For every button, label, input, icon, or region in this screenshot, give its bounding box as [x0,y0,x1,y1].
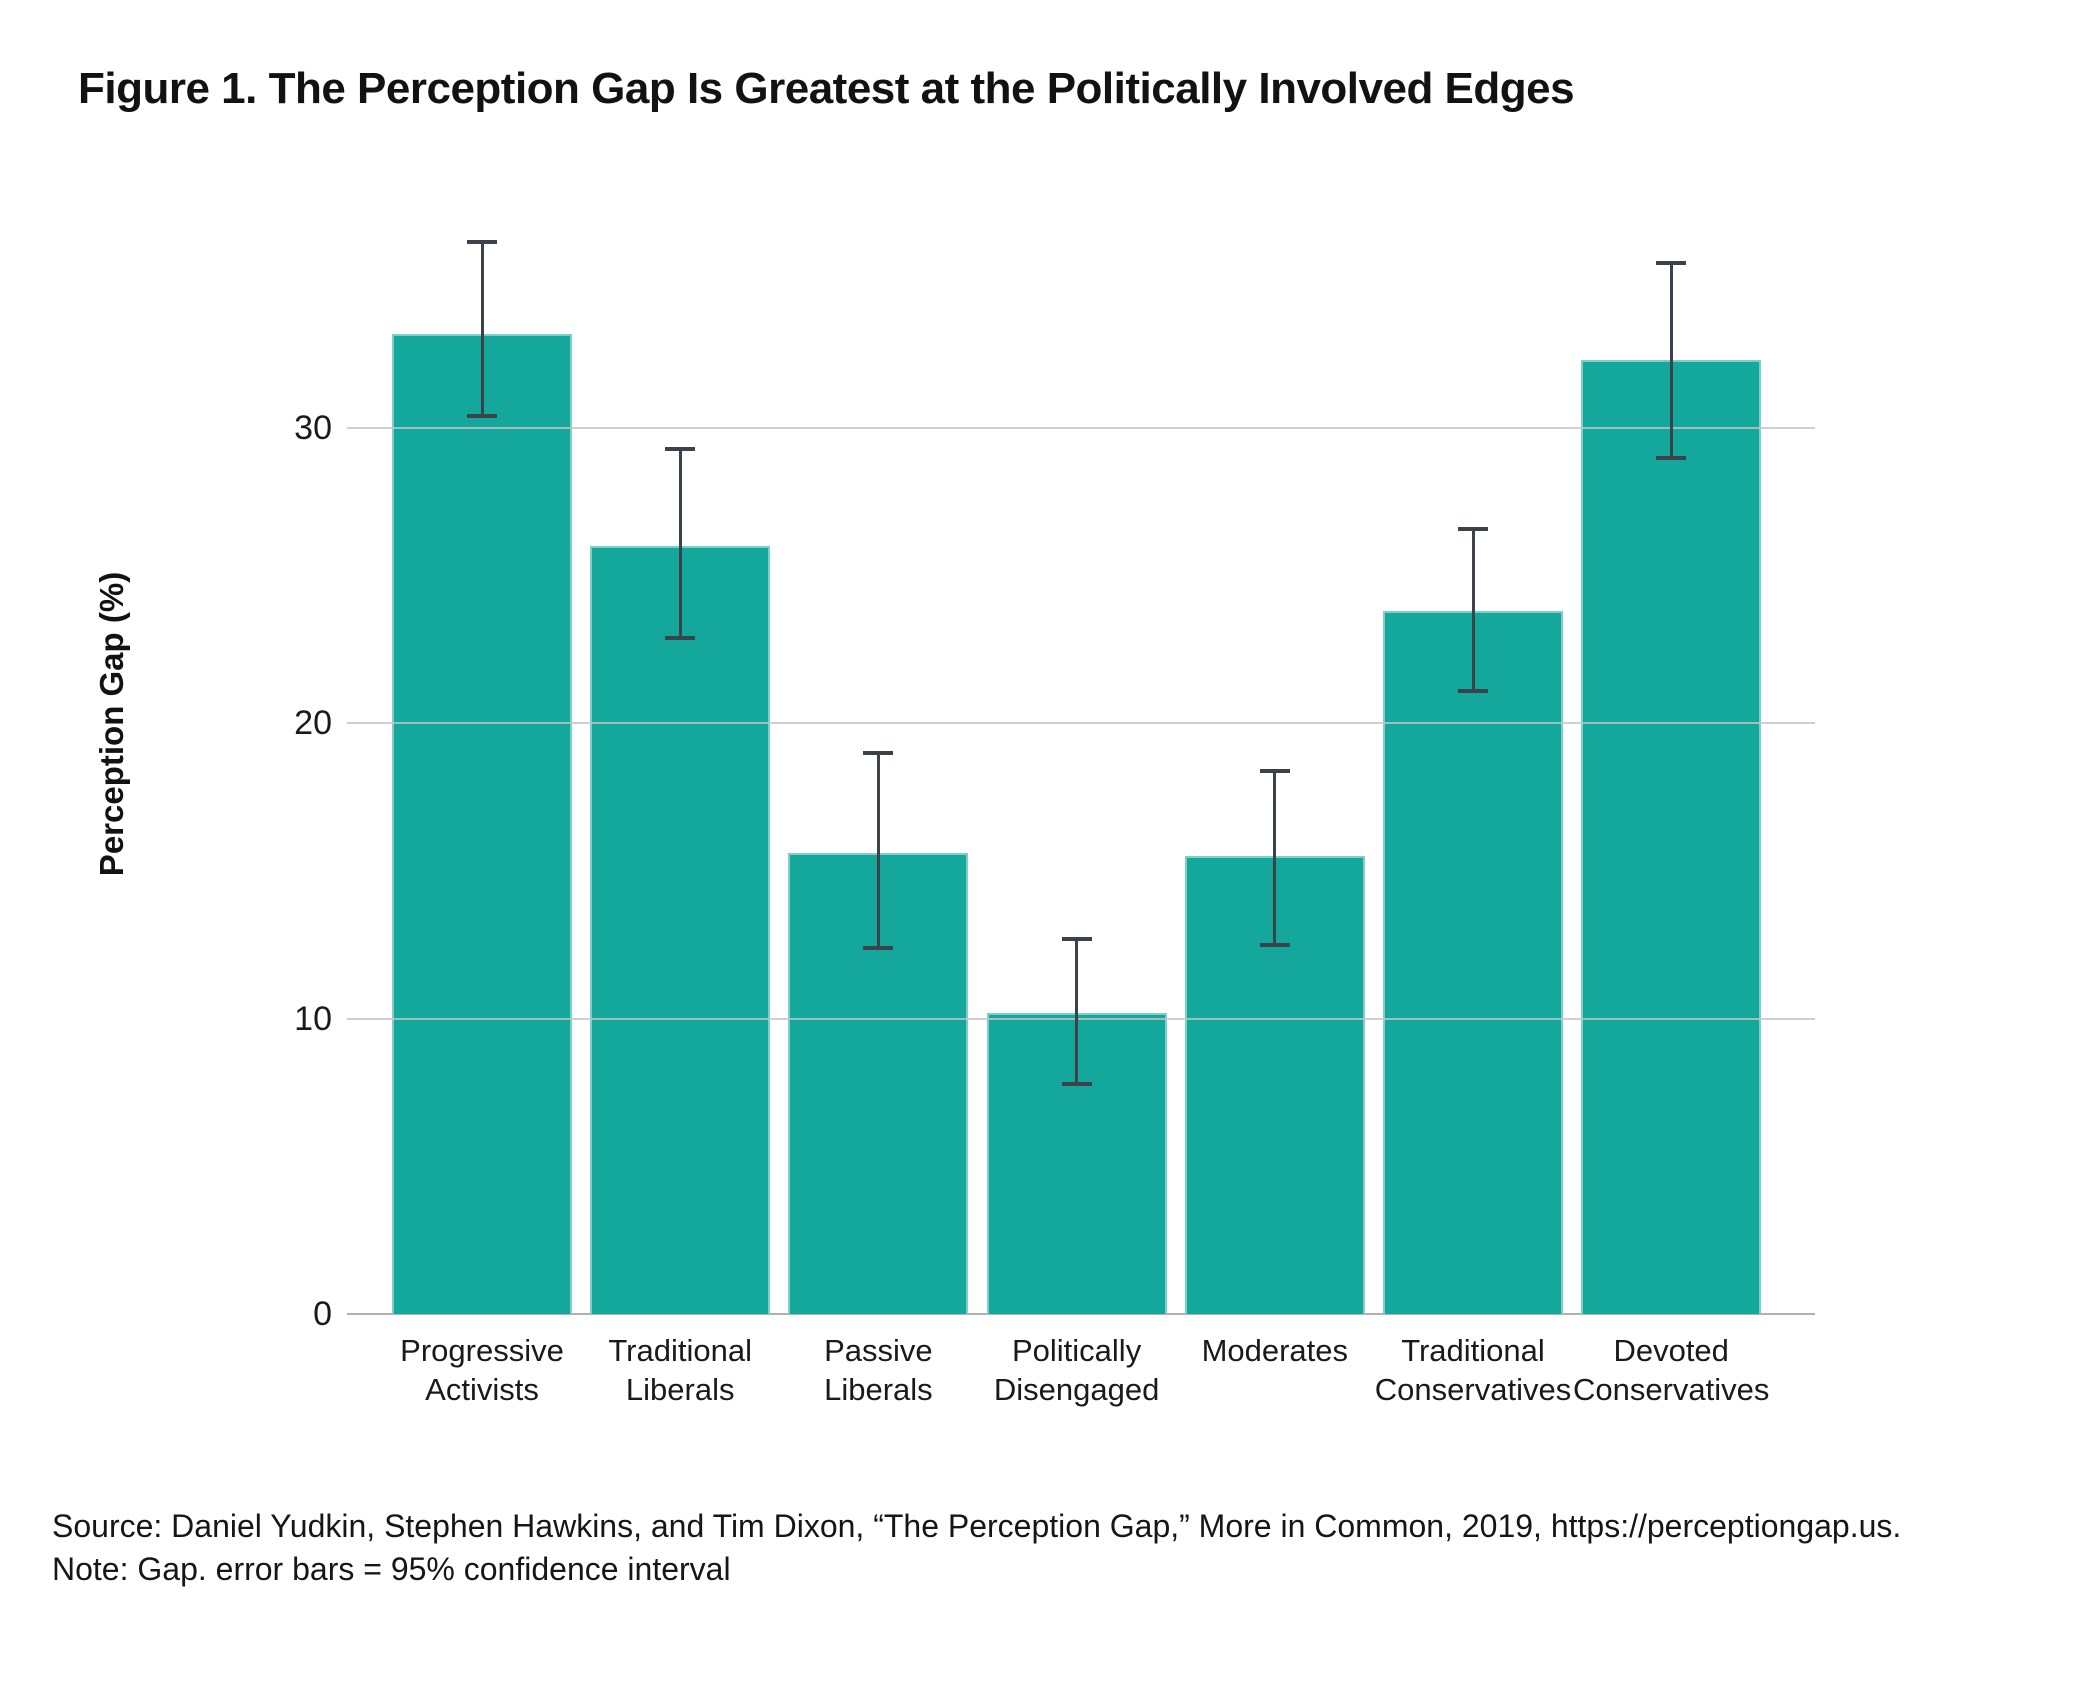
error-bar-cap-bottom [1061,1081,1092,1086]
y-tick-label: 0 [313,1295,332,1333]
x-tick-label: Progressive Activists [400,1333,564,1407]
error-bar-cap-top [1259,768,1290,773]
error-bar-stem [678,448,682,638]
error-bar-stem [1471,528,1475,691]
x-tick-label: Passive Liberals [824,1333,933,1407]
error-bar-cap-bottom [665,635,696,640]
error-bar-stem [1075,938,1079,1084]
source-text: Source: Daniel Yudkin, Stephen Hawkins, … [52,1508,1902,1544]
error-bar-cap-bottom [467,414,497,419]
bar [590,546,771,1314]
y-axis-title: Perception Gap (%) [93,571,130,877]
y-tick-label: 20 [294,704,332,743]
x-tick-label: Traditional Liberals [608,1333,752,1407]
y-tick-label: 30 [294,409,332,448]
error-bar-stem [1669,262,1673,458]
x-axis-line [347,1313,1815,1315]
gridline [347,1017,1815,1020]
error-bar-cap-top [863,750,894,755]
x-tick-label: Politically Disengaged [993,1333,1160,1407]
x-tick-label: Devoted Conservatives [1572,1333,1770,1407]
gridline [347,427,1815,430]
bar [1581,360,1762,1314]
error-bar-cap-top [1656,260,1687,265]
error-bar-cap-top [1458,526,1488,531]
error-bar-stem [1273,770,1277,945]
error-bar-cap-top [1061,936,1092,941]
gridline [347,722,1815,725]
error-bar-stem [480,242,484,417]
note-text: Note: Gap. error bars = 95% confidence i… [52,1551,731,1587]
error-bar-cap-top [665,446,696,451]
error-bar-cap-bottom [1259,942,1290,947]
y-tick-label: 10 [294,999,332,1038]
error-bar-cap-bottom [1656,455,1687,460]
x-tick-label: Moderates [1201,1333,1349,1368]
bar [1383,611,1563,1314]
error-bar-cap-top [467,240,497,245]
error-bar-cap-bottom [863,945,894,950]
error-bar-cap-bottom [1458,688,1488,693]
bar [392,333,572,1314]
error-bar-stem [876,752,880,948]
figure-footer: Source: Daniel Yudkin, Stephen Hawkins, … [52,1505,1901,1591]
figure-title: Figure 1. The Perception Gap Is Greatest… [78,64,1575,113]
x-tick-label: Traditional Conservatives [1374,1333,1572,1407]
